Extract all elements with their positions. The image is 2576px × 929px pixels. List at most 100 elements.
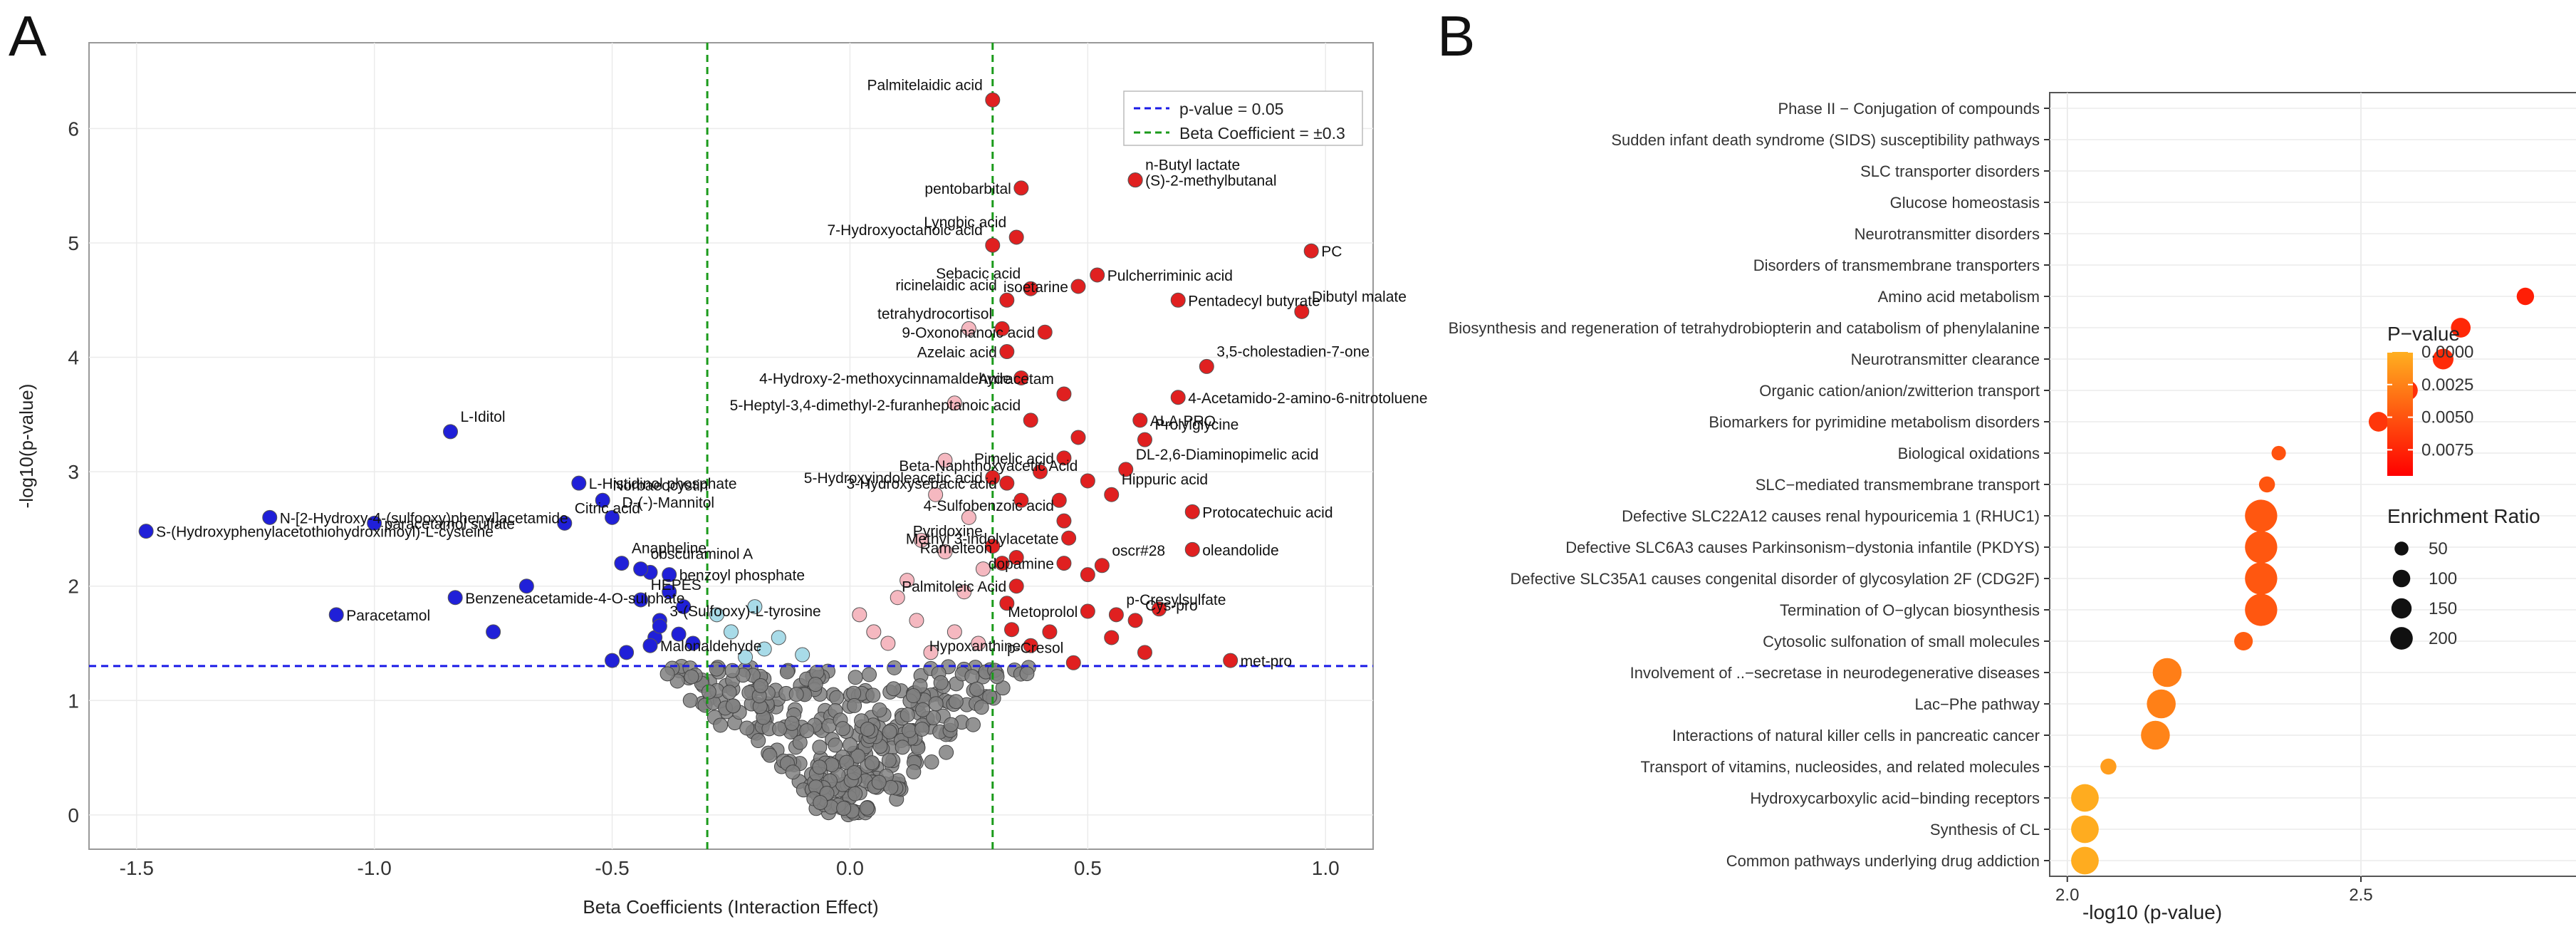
enrichment-x-tick-label: 2.0 [2055,886,2079,905]
sig-point [1033,464,1048,479]
labeled-point [1008,578,1024,594]
labeled-point [1184,504,1200,519]
enrichment-x-ticks: 2.02.53.03.5 [2044,108,2373,905]
enrichment-dot [2245,562,2278,595]
labeled-point [1056,386,1072,402]
labeled-point [633,592,649,608]
ns-point [1019,666,1035,682]
colorbar-tick-label: 0.0025 [2421,375,2473,395]
volcano-x-tick-label: -1.0 [358,857,392,879]
point-label: L-Iditol [461,409,506,425]
legend-beta-label: Beta Coefficient = ±0.3 [1179,124,1345,142]
point-label: Azelaic acid [917,345,997,361]
sig-point [1013,492,1029,508]
ns-point [969,681,985,697]
point-label: obscuraminol A [651,546,753,563]
volcano-y-tick-label: 4 [68,347,79,369]
labeled-point [1170,390,1186,405]
enrichment-dot [2141,720,2170,750]
labeled-point [1013,180,1029,196]
colorbar-tick-label: 0.0000 [2421,343,2473,362]
volcano-y-tick-label: 0 [68,804,79,826]
point-label: p-Cresol [1007,640,1063,656]
ns-point [751,733,766,749]
ns-point [779,664,795,680]
point-label: 3,5-cholestadien-7-one [1216,343,1370,360]
labeled-point [1023,412,1038,428]
sig-point [747,599,763,615]
point-label: 9-Oxononanoic acid [902,325,1035,341]
point-label: Aniracetam [979,371,1054,388]
labeled-point [595,492,610,508]
enrichment-category-label: Defective SLC22A12 causes renal hypouric… [1622,507,2040,525]
ns-point [872,702,887,717]
sig-point [1051,492,1067,508]
sig-point [676,599,692,615]
enrichment-category-label: SLC transporter disorders [1860,162,2040,180]
point-label: D-(-)-Mannitol [622,494,715,511]
labeled-point [1070,279,1086,294]
sig-point [771,630,786,645]
point-label: HEPES [651,577,702,593]
point-label: met-pro [1241,653,1292,670]
point-label: DL-2,6-Diaminopimelic acid [1136,447,1319,463]
enrichment-category-label: Synthesis of CL [1930,821,2040,839]
sig-point [961,509,976,525]
volcano-threshold-lines [89,43,1373,849]
ns-point [924,754,939,770]
point-label: Pimelic acid [974,451,1054,467]
labeled-point [985,469,1001,485]
colorbar-tick-label: 0.0075 [2421,440,2473,460]
size-legend-dot [2392,569,2411,588]
sig-point [1104,630,1120,645]
point-label: Protocatechuic acid [1202,504,1333,521]
ns-point [895,739,910,755]
ns-point [848,670,863,685]
labeled-point [1056,450,1072,466]
ns-point [881,752,897,768]
point-label: Paracetamol [346,608,430,624]
ns-point [762,747,778,763]
ns-point [933,675,949,690]
ns-point [939,744,954,760]
volcano-sig-points [138,92,1319,670]
ns-point [812,759,828,775]
ns-point [859,800,875,816]
volcano-x-tick-label: 0.0 [836,857,864,879]
point-label: N-[2-Hydroxy-4-(sulfooxy)phenyl]acetamid… [280,510,568,526]
enrichment-dot [2368,412,2389,432]
ns-point [739,720,755,736]
point-label: paracetamol sulfate [385,516,515,532]
ns-point [799,723,815,739]
labeled-point [571,475,587,491]
volcano-legend-box [1123,90,1363,146]
labeled-point [1090,267,1105,283]
ns-point [871,774,887,790]
sig-point [999,596,1015,611]
enrichment-dot [2071,784,2099,812]
enrichment-dot-plot: Phase II − Conjugation of compounds Sudde… [1449,92,2576,923]
labeled-point [999,344,1015,360]
ns-point [847,697,862,713]
point-label: Norbaeocystin [612,477,708,494]
volcano-y-axis-label: -log10(p-value) [16,384,37,509]
pvalue-legend-title: P−value [2387,323,2460,345]
sig-point [1080,567,1095,583]
enrichment-category-label: Biosynthesis and regeneration of tetrahy… [1449,319,2040,337]
ns-point [792,735,808,750]
sig-point [756,641,772,657]
labeled-point [1056,513,1072,529]
ns-point [865,687,881,703]
enrichment-dot [2258,476,2275,493]
enrichment-category-label: Transport of vitamins, nucleosides, and … [1641,758,2040,776]
labeled-point [1061,530,1077,546]
point-label: Prolylglycine [1154,417,1239,433]
ns-point [846,765,862,781]
point-label: Citric acid [575,500,640,517]
volcano-x-axis-label: Beta Coefficients (Interaction Effect) [583,896,878,918]
point-label: ALA-PRO [1150,413,1216,430]
enrichment-category-label: Sudden infant death syndrome (SIDS) susc… [1611,131,2040,149]
ns-point [725,698,741,714]
volcano-y-tick-label: 5 [68,232,79,254]
